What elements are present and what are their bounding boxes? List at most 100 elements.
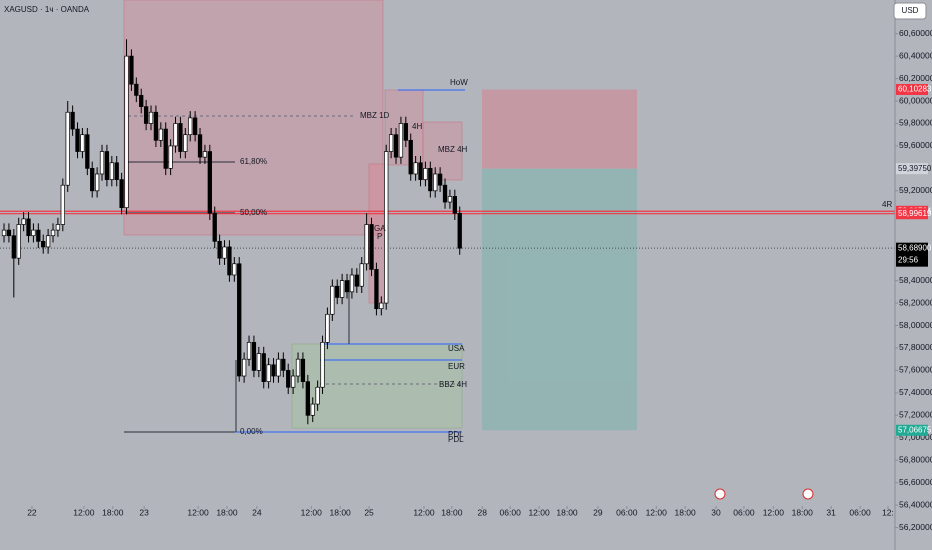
annotation: 50,00% bbox=[240, 208, 267, 217]
y-tick-label: 60,20000 bbox=[899, 73, 932, 83]
candle-body bbox=[65, 111, 70, 186]
candle-body bbox=[153, 111, 159, 141]
price-label-box bbox=[896, 208, 928, 220]
candle-body bbox=[246, 341, 252, 360]
x-tick-label: 18:00 bbox=[216, 507, 238, 517]
candle-body bbox=[359, 263, 364, 287]
annotation: MBZ 1D bbox=[360, 111, 390, 120]
annotation: BBZ 4H bbox=[439, 380, 467, 389]
y-tick-label: 59,60000 bbox=[899, 140, 932, 150]
event-flag[interactable] bbox=[802, 488, 814, 500]
annotation: PDL bbox=[448, 430, 464, 439]
candle-body bbox=[305, 381, 310, 416]
candle-body bbox=[428, 168, 433, 192]
candle-body bbox=[442, 184, 448, 203]
candle-body bbox=[418, 162, 423, 180]
candle-body bbox=[349, 274, 355, 293]
candle-body bbox=[99, 151, 105, 175]
candle-body bbox=[55, 224, 61, 231]
candle-body bbox=[256, 353, 261, 371]
axis: 60,60000 60,40000 60,20000 60,00000 59,80000… bbox=[27, 28, 932, 532]
loss-zone bbox=[482, 89, 637, 169]
price-label-box bbox=[896, 83, 928, 95]
candle-body bbox=[388, 134, 394, 152]
x-tick-label: 31 bbox=[826, 507, 836, 517]
profit-zone bbox=[482, 168, 637, 431]
candle-body bbox=[70, 111, 75, 130]
candle-body bbox=[129, 55, 134, 85]
y-tick-label: 56,80000 bbox=[899, 454, 932, 464]
candle-body bbox=[227, 246, 232, 276]
candle-body bbox=[310, 403, 315, 416]
x-tick-label: 12:00 bbox=[187, 507, 209, 517]
annotation: P bbox=[377, 232, 382, 241]
candle-body bbox=[212, 212, 217, 242]
x-tick-label: 12:00 bbox=[73, 507, 95, 517]
candle-body bbox=[393, 134, 399, 158]
candle-body bbox=[452, 196, 457, 214]
candle-body bbox=[124, 55, 129, 209]
price-label: 58,68900 bbox=[898, 243, 932, 252]
candle-body bbox=[192, 117, 198, 136]
countdown: 29:56 bbox=[898, 255, 919, 264]
candle-body bbox=[202, 151, 208, 158]
x-tick-label: 12:00 bbox=[646, 507, 668, 517]
candle-body bbox=[433, 173, 438, 192]
y-tick-label: 58,20000 bbox=[899, 297, 932, 307]
price-label: 57,06675 bbox=[898, 425, 932, 434]
candle-body bbox=[90, 168, 95, 192]
candle-body bbox=[408, 139, 413, 175]
currency[interactable]: USD bbox=[902, 6, 919, 15]
x-tick-label: 30 bbox=[711, 507, 721, 517]
candle-body bbox=[94, 173, 100, 192]
candle-body bbox=[45, 235, 51, 248]
candle-body bbox=[143, 106, 149, 124]
price-label: 60,10283 bbox=[898, 85, 932, 94]
candle-body bbox=[11, 235, 16, 259]
candle-body bbox=[339, 280, 345, 298]
risk-reward bbox=[482, 89, 637, 431]
candle-body bbox=[403, 123, 408, 141]
candle-body bbox=[197, 134, 203, 158]
candle-body bbox=[261, 353, 266, 382]
candle-body bbox=[364, 224, 369, 265]
x-tick-label: 12:00 bbox=[763, 507, 785, 517]
annotation: PDL bbox=[448, 435, 464, 444]
candle-body bbox=[139, 95, 144, 107]
currency-button[interactable] bbox=[893, 2, 927, 20]
candle-body bbox=[354, 274, 359, 287]
y-tick-label: 57,00000 bbox=[899, 432, 932, 442]
candle-body bbox=[158, 128, 163, 141]
candle-body bbox=[148, 111, 154, 124]
candle-body bbox=[320, 341, 325, 388]
candle-body bbox=[178, 123, 183, 152]
candle-body bbox=[6, 229, 12, 237]
candle-body bbox=[423, 168, 428, 180]
x-tick-label: 18:00 bbox=[330, 507, 352, 517]
x-tick-label: 22 bbox=[27, 507, 37, 517]
event-flag[interactable] bbox=[714, 488, 726, 500]
candle-body bbox=[109, 162, 114, 180]
y-tick-label: 57,60000 bbox=[899, 365, 932, 375]
x-tick-label: 06:00 bbox=[616, 507, 638, 517]
annotation: 4H bbox=[412, 122, 422, 131]
annotation: HoW bbox=[450, 78, 468, 87]
candle-body bbox=[16, 224, 21, 259]
candle-body bbox=[222, 246, 227, 259]
y-tick-label: 56,40000 bbox=[899, 499, 932, 509]
y-tick-label: 58,00000 bbox=[899, 320, 932, 330]
x-tick-label: 12:00 bbox=[528, 507, 550, 517]
candle-body bbox=[104, 151, 110, 180]
y-tick-label: 56,20000 bbox=[899, 522, 932, 532]
x-tick-label: 12:00 bbox=[301, 507, 323, 517]
price-label-box bbox=[896, 242, 928, 267]
x-tick-label: 06:00 bbox=[849, 507, 871, 517]
candle-body bbox=[207, 151, 212, 214]
candle-body bbox=[413, 162, 418, 175]
annotation: USA bbox=[448, 344, 465, 353]
y-tick-label: 60,40000 bbox=[899, 50, 932, 60]
candle-body bbox=[134, 83, 139, 96]
y-tick-label: 57,80000 bbox=[899, 342, 932, 352]
